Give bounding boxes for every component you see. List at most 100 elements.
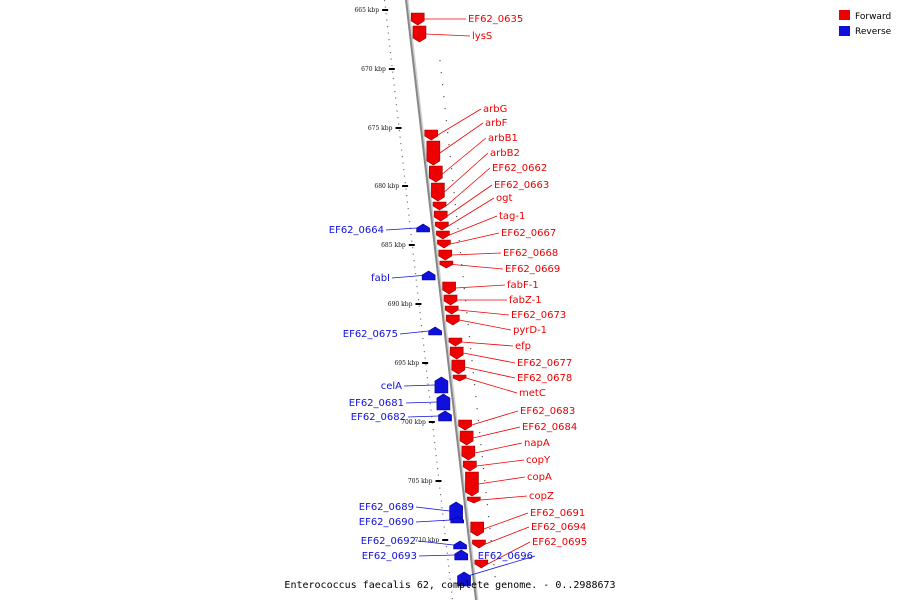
- gene-label[interactable]: EF62_0691: [530, 508, 585, 519]
- gene-label[interactable]: EF62_0692: [361, 536, 416, 547]
- gene-feature[interactable]: [444, 305, 459, 315]
- gene-label[interactable]: EF62_0667: [501, 228, 556, 239]
- gene-feature[interactable]: [472, 539, 486, 549]
- gene-feature[interactable]: [465, 471, 479, 497]
- legend-forward-label: Forward: [855, 12, 891, 22]
- gene-feature[interactable]: [424, 129, 439, 141]
- gene-label[interactable]: pyrD-1: [513, 325, 547, 336]
- gene-label[interactable]: EF62_0682: [351, 412, 406, 423]
- gene-feature[interactable]: [443, 294, 458, 306]
- legend-forward-swatch: [839, 10, 850, 20]
- svg-text:690 kbp: 690 kbp: [388, 301, 413, 308]
- gene-label[interactable]: tag-1: [499, 211, 525, 222]
- gene-feature[interactable]: [474, 559, 489, 569]
- gene-label[interactable]: arbB1: [488, 133, 518, 144]
- gene-label[interactable]: arbG: [483, 104, 507, 115]
- gene-label[interactable]: EF62_0696: [478, 551, 533, 562]
- gene-label[interactable]: EF62_0635: [468, 14, 523, 25]
- gene-label[interactable]: EF62_0684: [522, 422, 577, 433]
- gene-label[interactable]: EF62_0673: [511, 310, 566, 321]
- gene-label[interactable]: fabF-1: [507, 280, 539, 291]
- gene-feature[interactable]: [458, 419, 472, 431]
- gene-feature[interactable]: [454, 549, 469, 561]
- gene-feature[interactable]: [450, 516, 464, 524]
- gene-label[interactable]: copZ: [529, 491, 554, 502]
- gene-labels: EF62_0635 lysS arbG arbF arbB1 arbB2 EF62_0662…: [329, 14, 587, 580]
- gene-feature[interactable]: [457, 571, 471, 587]
- gene-label[interactable]: efp: [515, 341, 531, 352]
- scale-tick: 675 kbp: [368, 125, 402, 132]
- scale-tick: 705 kbp: [408, 478, 442, 485]
- gene-feature[interactable]: [463, 460, 477, 472]
- gene-feature[interactable]: [467, 496, 481, 504]
- scale-tick: 665 kbp: [354, 7, 389, 14]
- gene-label[interactable]: arbB2: [490, 148, 520, 159]
- gene-feature[interactable]: [432, 201, 447, 211]
- gene-label[interactable]: fabI: [371, 273, 390, 284]
- gene-label[interactable]: EF62_0678: [517, 373, 572, 384]
- gene-label[interactable]: copA: [527, 472, 552, 483]
- gene-feature[interactable]: [470, 521, 485, 537]
- svg-text:710 kbp: 710 kbp: [415, 537, 440, 544]
- map-title: Enterococcus faecalis 62, complete genom…: [284, 580, 615, 591]
- gene-label[interactable]: EF62_0662: [492, 163, 547, 174]
- svg-text:695 kbp: 695 kbp: [394, 360, 419, 367]
- gene-label[interactable]: EF62_0664: [329, 225, 384, 236]
- gene-label[interactable]: EF62_0669: [505, 264, 560, 275]
- scale-tick: 670 kbp: [361, 66, 395, 73]
- gene-label[interactable]: copY: [526, 455, 551, 466]
- gene-features: [410, 12, 489, 587]
- genome-axis: [405, 0, 497, 600]
- gene-feature[interactable]: [435, 221, 449, 231]
- gene-feature[interactable]: [459, 430, 474, 446]
- gene-label[interactable]: EF62_0668: [503, 248, 558, 259]
- gene-feature[interactable]: [437, 239, 451, 249]
- legend-reverse-swatch: [839, 26, 850, 36]
- gene-feature[interactable]: [436, 393, 451, 411]
- gene-label[interactable]: EF62_0695: [532, 537, 587, 548]
- gene-label[interactable]: ogt: [496, 193, 512, 204]
- gene-label[interactable]: metC: [519, 388, 546, 399]
- gene-feature[interactable]: [421, 270, 436, 281]
- gene-label[interactable]: celA: [381, 381, 402, 392]
- gene-label[interactable]: EF62_0693: [362, 551, 417, 562]
- gene-label[interactable]: napA: [524, 438, 550, 449]
- gene-label[interactable]: EF62_0683: [520, 406, 575, 417]
- gene-label[interactable]: EF62_0663: [494, 180, 549, 191]
- gene-label[interactable]: EF62_0681: [349, 398, 404, 409]
- legend: Forward Reverse: [839, 10, 892, 37]
- gene-feature[interactable]: [449, 346, 464, 360]
- gene-feature[interactable]: [431, 182, 445, 202]
- gene-label[interactable]: EF62_0690: [359, 517, 414, 528]
- gene-feature[interactable]: [428, 326, 442, 336]
- gene-feature[interactable]: [438, 410, 452, 422]
- gene-feature[interactable]: [451, 359, 466, 375]
- gene-feature[interactable]: [448, 337, 463, 347]
- gene-feature[interactable]: [412, 25, 427, 43]
- svg-text:685 kbp: 685 kbp: [381, 242, 406, 249]
- gene-label[interactable]: EF62_0675: [343, 329, 398, 340]
- gene-feature[interactable]: [442, 281, 456, 295]
- gene-feature[interactable]: [439, 260, 454, 269]
- gene-feature[interactable]: [434, 376, 449, 394]
- gene-label[interactable]: EF62_0689: [359, 502, 414, 513]
- gene-feature[interactable]: [446, 314, 460, 326]
- svg-text:705 kbp: 705 kbp: [408, 478, 433, 485]
- svg-text:675 kbp: 675 kbp: [368, 125, 393, 132]
- gene-feature[interactable]: [449, 501, 463, 521]
- gene-feature[interactable]: [452, 374, 467, 382]
- gene-label[interactable]: arbF: [485, 118, 508, 129]
- gene-feature[interactable]: [426, 140, 441, 166]
- gene-feature[interactable]: [433, 210, 448, 222]
- gene-label[interactable]: EF62_0677: [517, 358, 572, 369]
- gene-label[interactable]: EF62_0694: [531, 522, 586, 533]
- gene-label[interactable]: fabZ-1: [509, 295, 542, 306]
- gene-feature[interactable]: [436, 230, 450, 240]
- gene-feature[interactable]: [461, 445, 476, 461]
- gene-feature[interactable]: [410, 12, 425, 26]
- gene-feature[interactable]: [453, 540, 467, 550]
- gene-label[interactable]: lysS: [472, 31, 492, 42]
- gene-feature[interactable]: [428, 165, 443, 183]
- gene-feature[interactable]: [416, 223, 430, 233]
- gene-feature[interactable]: [438, 249, 453, 261]
